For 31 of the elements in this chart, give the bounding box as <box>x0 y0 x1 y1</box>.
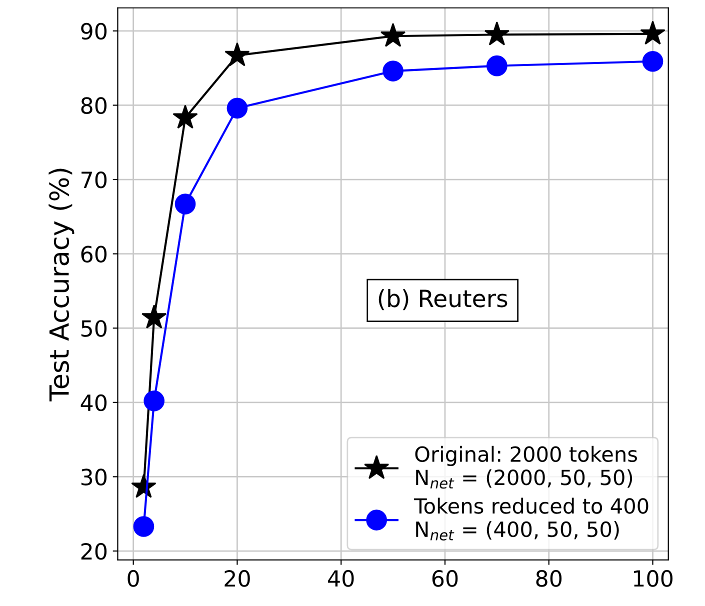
x-tick-label: 40 <box>328 570 354 587</box>
point <box>142 304 167 329</box>
legend-label: Original: 2000 tokens N$_{net}$ = (2000, 50, 50) <box>415 446 637 489</box>
y-axis-title: Test Accuracy (%) <box>48 168 74 402</box>
legend-label: Tokens reduced to 400 N$_{net}$ = (400, 50, 50) <box>414 498 648 540</box>
point <box>642 50 664 72</box>
y-tick-label: 70 <box>82 171 107 188</box>
x-tick-label: 20 <box>224 570 250 587</box>
point <box>133 516 154 537</box>
point <box>486 55 508 76</box>
point <box>484 21 510 46</box>
point <box>172 104 198 129</box>
y-tick-label: 40 <box>80 394 107 412</box>
y-tick-label: 30 <box>81 468 107 486</box>
y-tick-label: 90 <box>81 22 107 40</box>
point <box>226 98 248 119</box>
y-tick-label: 50 <box>81 320 107 337</box>
x-tick-label: 60 <box>432 570 458 587</box>
point <box>144 390 165 412</box>
point <box>382 60 404 82</box>
point <box>380 22 406 47</box>
x-tick-label: 80 <box>536 570 562 587</box>
point <box>640 20 666 45</box>
y-tick-label: 20 <box>81 542 107 560</box>
x-tick-label: 100 <box>634 570 672 587</box>
x-tick-label: 0 <box>128 570 139 587</box>
point <box>224 42 250 66</box>
annotation: (b) Reuters <box>378 289 508 310</box>
y-tick-label: 80 <box>81 97 107 114</box>
point <box>174 194 196 214</box>
y-tick-label: 60 <box>81 246 107 263</box>
